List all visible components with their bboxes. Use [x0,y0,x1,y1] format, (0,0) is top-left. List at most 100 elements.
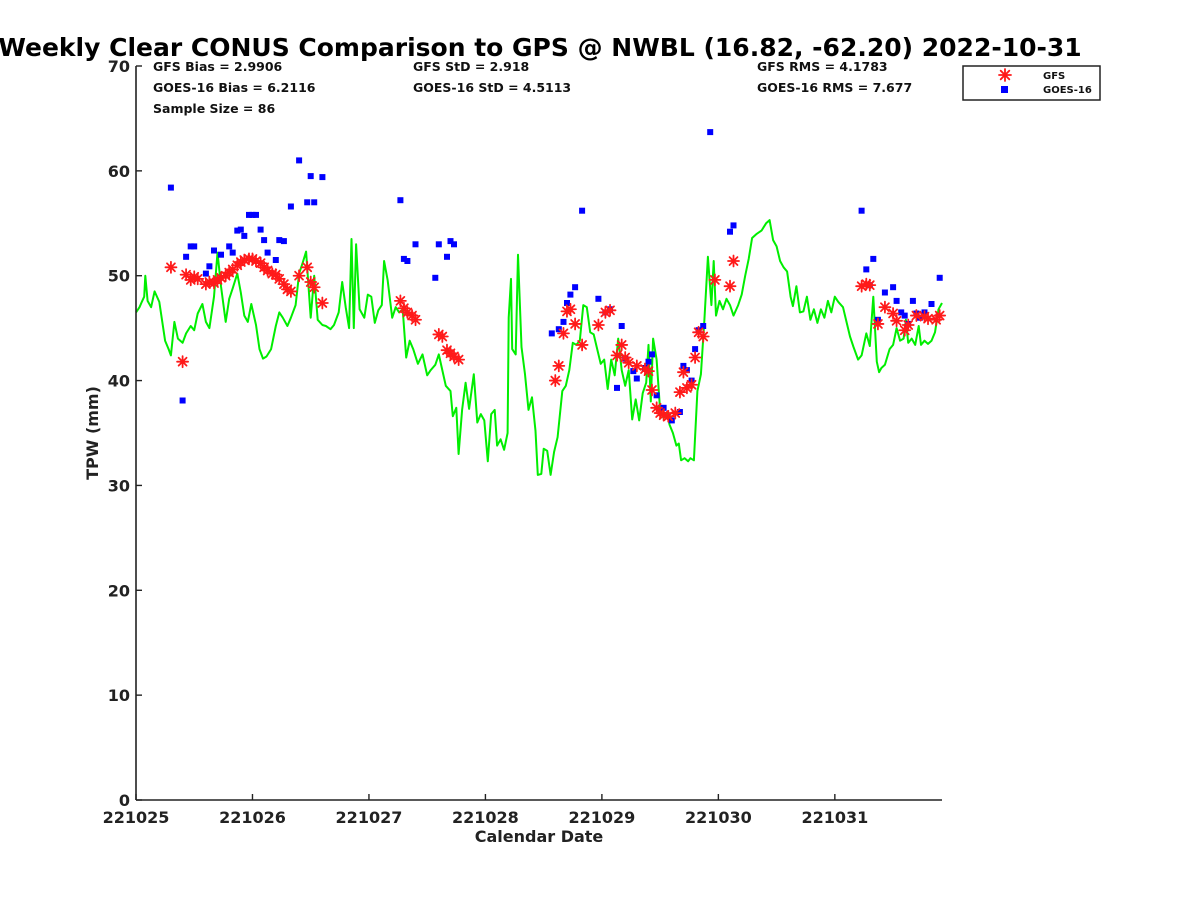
goes16-point [898,309,905,316]
goes16-point [564,300,570,306]
y-tick-label: 60 [108,162,130,181]
gfs-point [859,277,873,291]
gfs-point [723,279,737,293]
gfs-std-stat: GFS StD = 2.918 [413,59,529,74]
goes16-point [870,255,877,262]
legend-goes-marker [1001,86,1008,93]
gfs-point [657,408,671,422]
goes16-point [916,314,923,321]
gfs-point [393,294,407,308]
stats-block: GFS Bias = 2.9906 GOES-16 Bias = 6.2116 … [153,59,912,116]
gfs-point [249,254,263,268]
gfs-point [668,406,682,420]
gfs-point [265,267,279,281]
gfs-point [645,383,659,397]
goes16-point [319,174,326,181]
gfs-point [871,317,885,331]
gfs-point [552,359,566,373]
gfs-point [653,406,667,420]
gfs-bias-stat: GFS Bias = 2.9906 [153,59,283,74]
goes16-point [246,211,252,218]
goes16-point [660,404,667,411]
gfs-points-layer [164,252,947,423]
gfs-point [315,296,329,310]
gfs-point [610,349,624,362]
gfs-point [179,268,193,282]
gfs-point [708,273,722,287]
goes16-point [183,253,190,260]
goes16-point [211,247,217,254]
goes16-point [451,241,457,248]
goes16-point [548,330,555,337]
goes16-point [567,291,574,298]
gfs-point [630,359,644,373]
goes16-point [901,312,908,319]
gfs-point [677,365,690,379]
gfs-point [603,303,617,317]
x-ticks: 221025 221026 221027 221028 221029 221030 2210… [103,794,868,827]
gfs-point [432,328,446,341]
goes16-point [630,368,637,375]
plot-area [135,129,947,476]
gfs-point [638,362,652,376]
gfs-point [447,350,461,363]
gfs-point [564,302,577,316]
gfs-point [688,351,702,364]
goes16-point [618,323,625,329]
gfs-point [575,338,589,352]
goes16-point [307,173,314,180]
goes16-point [296,157,303,164]
goes16-point [683,367,690,374]
goes16-point [229,249,236,256]
gps-line-layer [135,219,943,476]
gfs-point [211,273,224,287]
gfs-rms-stat: GFS RMS = 4.1783 [757,59,888,74]
y-ticks: 0 10 20 30 40 50 60 70 [108,57,142,810]
gfs-point [685,378,698,392]
gfs-point [898,323,912,337]
gfs-point [409,313,422,327]
gfs-point [642,364,655,378]
goes16-point [890,284,897,291]
goes16-point [276,237,283,244]
goes16-point [202,270,209,277]
gfs-point [191,272,205,286]
gfs-point [696,330,710,343]
y-tick-label: 20 [108,581,130,600]
goes16-point [167,184,174,191]
goes16-point [249,211,256,218]
legend-gfs-label: GFS [1043,71,1065,82]
goes16-point [936,274,943,281]
goes-bias-stat: GOES-16 Bias = 6.2116 [153,80,316,95]
gfs-point [598,306,612,319]
goes16-point [400,255,407,262]
gfs-point [909,309,923,322]
goes16-point [614,384,620,391]
x-tick-label: 221027 [336,808,403,827]
y-tick-label: 70 [108,57,130,76]
gfs-point [304,275,318,289]
goes16-point [191,243,198,250]
gfs-point [622,356,636,370]
gfs-point [246,252,259,266]
goes16-point [311,199,318,206]
gfs-point [878,300,892,314]
y-axis-label: TPW (mm) [83,386,102,480]
gfs-point [918,310,931,324]
goes16-point [404,258,411,264]
gfs-point [886,307,900,320]
gfs-point [234,255,248,269]
gfs-point [237,253,251,267]
goes16-point [928,301,935,307]
goes16-point [280,238,287,245]
gfs-point [673,385,687,399]
y-tick-label: 10 [108,686,130,705]
goes16-point [179,397,186,404]
goes16-point [863,266,870,273]
legend: GFS GOES-16 [962,65,1101,101]
goes16-point [237,226,244,233]
goes16-point [412,241,419,248]
y-tick-label: 0 [119,791,130,810]
goes16-point [881,289,888,296]
